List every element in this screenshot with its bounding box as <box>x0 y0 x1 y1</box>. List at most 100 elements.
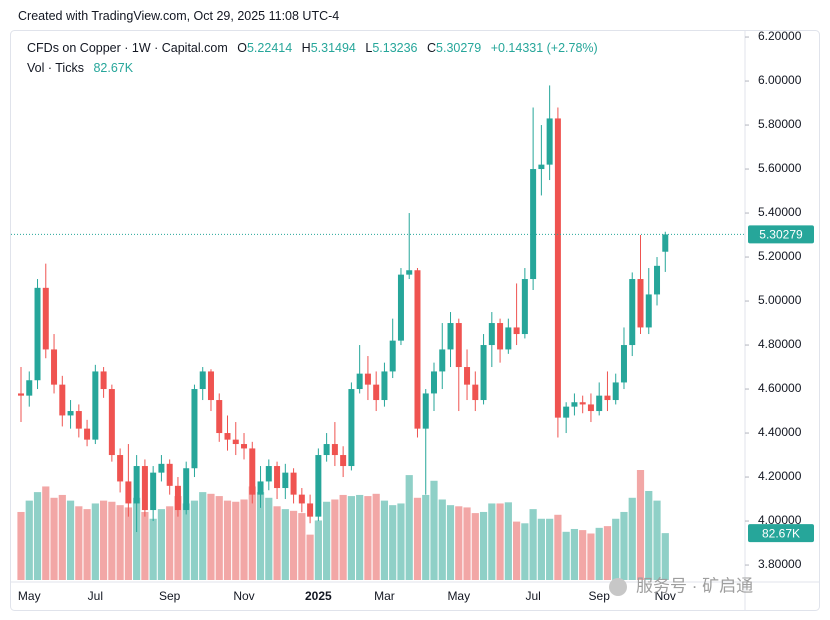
candle-body <box>414 270 421 429</box>
y-tick-label: 5.60000 <box>758 161 802 175</box>
candle-body <box>249 448 256 495</box>
candle-body <box>67 411 74 416</box>
y-tick-label: 4.00000 <box>758 513 802 527</box>
candle-body <box>455 323 462 368</box>
candle-body <box>447 323 454 350</box>
candle-body <box>389 340 396 372</box>
y-tick-label: 4.60000 <box>758 381 802 395</box>
volume-bar <box>33 492 42 580</box>
ohlc-key: O <box>237 41 247 55</box>
volume-bar <box>397 503 405 580</box>
ohlc-key: L <box>365 41 373 55</box>
candle-body <box>439 349 446 372</box>
candle-body <box>612 382 619 401</box>
volume-bar <box>537 518 545 580</box>
volume-bar <box>513 521 521 580</box>
volume-bar <box>405 475 413 580</box>
candle-body <box>84 428 91 440</box>
volume-bar <box>562 531 570 580</box>
candle-body <box>241 444 248 449</box>
candle-body <box>422 393 429 429</box>
candle-body <box>323 444 330 456</box>
x-tick-label: Nov <box>655 589 676 603</box>
volume-bar <box>58 494 66 580</box>
candle-body <box>505 327 512 350</box>
candle-body <box>298 494 305 504</box>
candle-body <box>637 279 644 328</box>
volume-bar <box>240 499 248 580</box>
volume-bar <box>645 490 653 580</box>
volume-bar <box>380 500 389 580</box>
volume-bar <box>438 499 446 580</box>
candle-body <box>596 395 603 412</box>
volume-bar <box>661 533 669 580</box>
volume-bar <box>471 513 479 580</box>
ohlc-value: 5.13236 <box>372 41 418 55</box>
last-price-label: 5.30279 <box>759 228 803 242</box>
volume-bar <box>554 514 562 580</box>
chart-frame <box>10 30 820 611</box>
volume-bar <box>488 503 496 580</box>
candle-body <box>530 169 537 280</box>
volume-bar <box>100 500 108 580</box>
volume-bar <box>289 510 298 580</box>
volume-legend: Vol · Ticks 82.67K <box>27 61 133 75</box>
marks <box>11 85 745 580</box>
candle-body <box>604 395 611 401</box>
last-price-badge <box>748 225 814 244</box>
candle-body <box>364 373 371 385</box>
candle-body <box>563 406 570 418</box>
candle-body <box>356 373 363 390</box>
candle-body <box>397 274 404 341</box>
y-tick-label: 5.80000 <box>758 117 802 131</box>
volume-bar <box>636 470 645 580</box>
x-tick-label: Sep <box>589 589 611 603</box>
x-tick-label: May <box>18 589 41 603</box>
volume-bar <box>339 494 347 580</box>
volume-bar <box>570 528 579 580</box>
volume-bar <box>612 518 620 580</box>
candle-body <box>191 389 198 469</box>
volume-bar <box>157 509 166 580</box>
candle-body <box>480 345 487 401</box>
symbol-title: CFDs on Copper · 1W · Capital.com <box>27 41 228 55</box>
volume-bar <box>273 506 281 580</box>
volume-bar <box>199 492 207 580</box>
candle-body <box>431 371 437 394</box>
y-tick-label: 4.20000 <box>758 469 802 483</box>
volume-bar <box>248 486 256 580</box>
candle-body <box>331 444 338 456</box>
candle-body <box>92 371 99 440</box>
volume-bar <box>116 505 124 580</box>
volume-value: 82.67K <box>93 61 134 75</box>
candle-body <box>381 371 388 401</box>
candle-body <box>315 455 322 517</box>
candle-body <box>464 367 471 385</box>
ohlc-key: H <box>301 41 311 55</box>
volume-bar <box>430 480 438 580</box>
watermark-icon <box>609 578 627 596</box>
candle-body <box>141 466 148 511</box>
volume-bar <box>372 493 380 580</box>
y-tick-label: 5.40000 <box>758 205 802 219</box>
candle-body <box>34 287 41 381</box>
ohlc-value: 5.31494 <box>310 41 356 55</box>
candle-body <box>158 463 165 473</box>
ohlc-value: 5.22414 <box>246 41 293 55</box>
volume-bar <box>141 511 149 580</box>
volume-bar <box>17 511 25 580</box>
candle-body <box>645 294 652 328</box>
candle-body <box>538 164 545 170</box>
change: +0.14331 (+2.78%) <box>490 41 598 55</box>
volume-bar <box>546 518 554 580</box>
volume-bar <box>504 502 512 580</box>
volume-bar <box>149 518 157 580</box>
candle-body <box>521 279 528 335</box>
candle-body <box>59 384 66 416</box>
volume-bar <box>207 493 215 580</box>
volume-bar <box>215 496 223 580</box>
candle-body <box>513 327 520 335</box>
volume-bar <box>281 509 289 580</box>
volume-bar <box>496 503 504 580</box>
